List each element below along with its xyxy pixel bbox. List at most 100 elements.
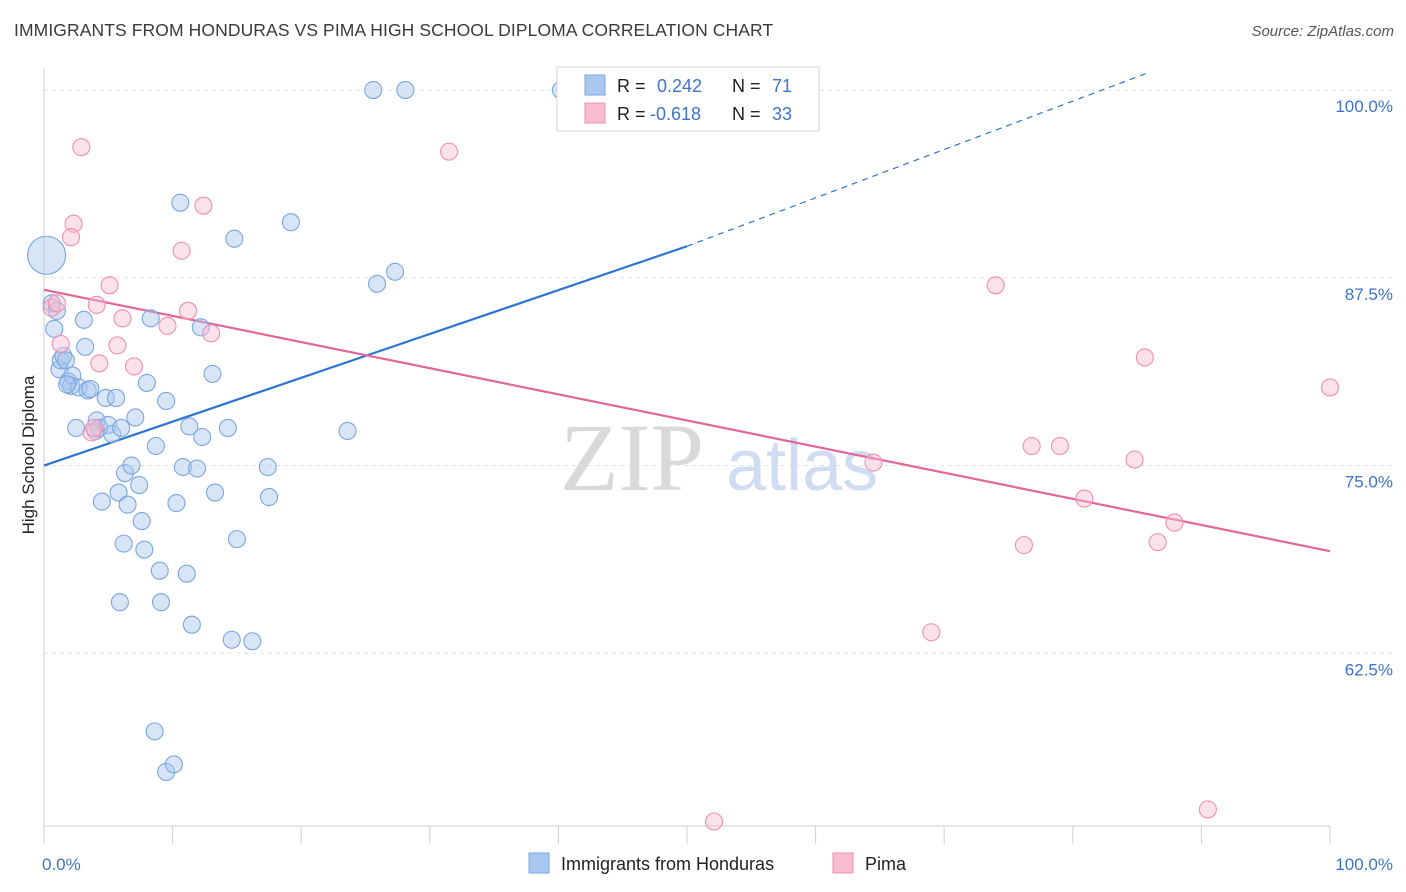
point-honduras-2 — [45, 319, 64, 338]
point-pima-26 — [1050, 436, 1069, 456]
watermark-zip: ZIP — [560, 404, 704, 511]
point-honduras-32 — [130, 476, 149, 495]
y-tick-label-0: 100.0% — [1335, 97, 1393, 116]
point-honduras-52 — [218, 418, 237, 438]
point-pima-29 — [1135, 348, 1154, 367]
legend-swatch-pima — [584, 102, 606, 124]
y-tick-label-3: 62.5% — [1345, 660, 1393, 679]
bottom-legend-swatch-pima — [832, 852, 854, 874]
point-honduras-68 — [157, 762, 176, 781]
point-pima-20 — [704, 812, 724, 831]
point-honduras-13 — [74, 310, 93, 329]
point-pima-21 — [864, 453, 883, 472]
point-honduras-20 — [92, 492, 111, 511]
point-honduras-37 — [146, 436, 165, 456]
point-pima-19 — [440, 142, 459, 161]
trend-line-extension-0 — [686, 71, 1151, 247]
legend-r-label-2: R = — [617, 104, 646, 124]
legend-n-label-2: N = — [732, 104, 761, 124]
point-honduras-63 — [386, 262, 405, 281]
point-honduras-43 — [173, 457, 192, 477]
bottom-legend-swatch-honduras — [528, 852, 550, 874]
x-tick-label-1: 100.0% — [1335, 855, 1393, 874]
trend-lines — [43, 71, 1331, 553]
point-honduras-28 — [115, 463, 135, 483]
point-pima-31 — [1165, 513, 1184, 532]
point-honduras-46 — [182, 615, 201, 634]
legend-r-value-honduras: 0.242 — [657, 76, 702, 96]
point-honduras-58 — [259, 488, 279, 507]
bottom-legend-label-honduras: Immigrants from Honduras — [561, 854, 774, 874]
point-honduras-41 — [167, 494, 186, 513]
y-tick-labels: 100.0% 87.5% 75.0% 62.5% — [1335, 97, 1393, 679]
point-honduras-27 — [114, 534, 133, 553]
point-honduras-39 — [151, 593, 171, 612]
point-honduras-69 — [164, 755, 183, 774]
point-pima-13 — [124, 357, 144, 376]
point-honduras-18 — [87, 411, 106, 430]
chart-source: Source: ZipAtlas.com — [1251, 23, 1394, 40]
point-honduras-50 — [203, 364, 222, 383]
point-honduras-38 — [150, 561, 169, 580]
point-honduras-67 — [145, 722, 164, 741]
point-pima-1 — [47, 294, 66, 313]
point-honduras-40 — [157, 391, 176, 410]
point-pima-2 — [51, 334, 70, 353]
point-pima-12 — [113, 309, 132, 328]
point-honduras-24 — [106, 388, 126, 407]
point-honduras-33 — [132, 512, 151, 531]
point-honduras-48 — [191, 318, 210, 337]
point-honduras-34 — [135, 540, 154, 559]
point-honduras-51 — [205, 483, 225, 502]
bottom-legend-label-pima: Pima — [865, 854, 907, 874]
point-honduras-29 — [118, 495, 137, 514]
point-pima-24 — [1014, 536, 1033, 555]
legend-n-value-honduras: 71 — [772, 76, 792, 96]
axes — [43, 68, 1331, 844]
point-honduras-61 — [364, 80, 383, 100]
point-honduras-66 — [110, 593, 129, 612]
legend-box: R = 0.242 N = 71 R = -0.618 N = 33 — [556, 66, 820, 132]
watermark-atlas: atlas — [726, 426, 878, 506]
x-tick-label-0: 0.0% — [42, 855, 81, 874]
point-pima-33 — [1320, 378, 1340, 397]
point-honduras-57 — [258, 457, 277, 477]
point-honduras-7 — [56, 351, 75, 370]
point-honduras-14 — [76, 337, 95, 356]
watermark: ZIP atlas — [560, 404, 878, 511]
point-pima-9 — [90, 354, 109, 373]
point-honduras-21 — [96, 388, 115, 407]
point-honduras-26 — [112, 418, 131, 438]
x-tick-labels: 0.0% 100.0% — [42, 855, 1393, 874]
point-pima-15 — [172, 241, 191, 260]
point-honduras-30 — [122, 456, 141, 475]
point-pima-3 — [64, 214, 83, 233]
point-pima-16 — [178, 301, 198, 320]
point-honduras-16 — [81, 379, 100, 398]
point-pima-17 — [194, 196, 213, 215]
point-honduras-3 — [47, 301, 66, 320]
point-honduras-23 — [103, 424, 122, 444]
point-pima-4 — [61, 228, 81, 247]
point-pima-14 — [158, 316, 177, 335]
point-pima-22 — [922, 623, 941, 642]
point-honduras-36 — [141, 309, 160, 328]
point-honduras-56 — [243, 632, 262, 651]
point-pima-25 — [1022, 436, 1041, 456]
point-honduras-25 — [109, 483, 128, 502]
point-pima-11 — [108, 336, 127, 355]
gridlines — [44, 89, 1392, 654]
point-pima-28 — [1125, 450, 1144, 469]
point-honduras-47 — [187, 459, 207, 478]
point-honduras-70 — [58, 375, 77, 394]
legend-r-label: R = — [617, 76, 646, 96]
point-honduras-60 — [338, 421, 357, 441]
y-axis-label: High School Diploma — [19, 375, 38, 534]
point-honduras-11 — [67, 418, 86, 438]
legend-swatch-honduras — [584, 74, 606, 96]
point-pima-10 — [100, 276, 119, 295]
y-tick-label-2: 75.0% — [1345, 473, 1393, 492]
point-pima-23 — [986, 276, 1005, 295]
bottom-legend: Immigrants from Honduras Pima — [528, 852, 907, 874]
legend-n-label: N = — [732, 76, 761, 96]
